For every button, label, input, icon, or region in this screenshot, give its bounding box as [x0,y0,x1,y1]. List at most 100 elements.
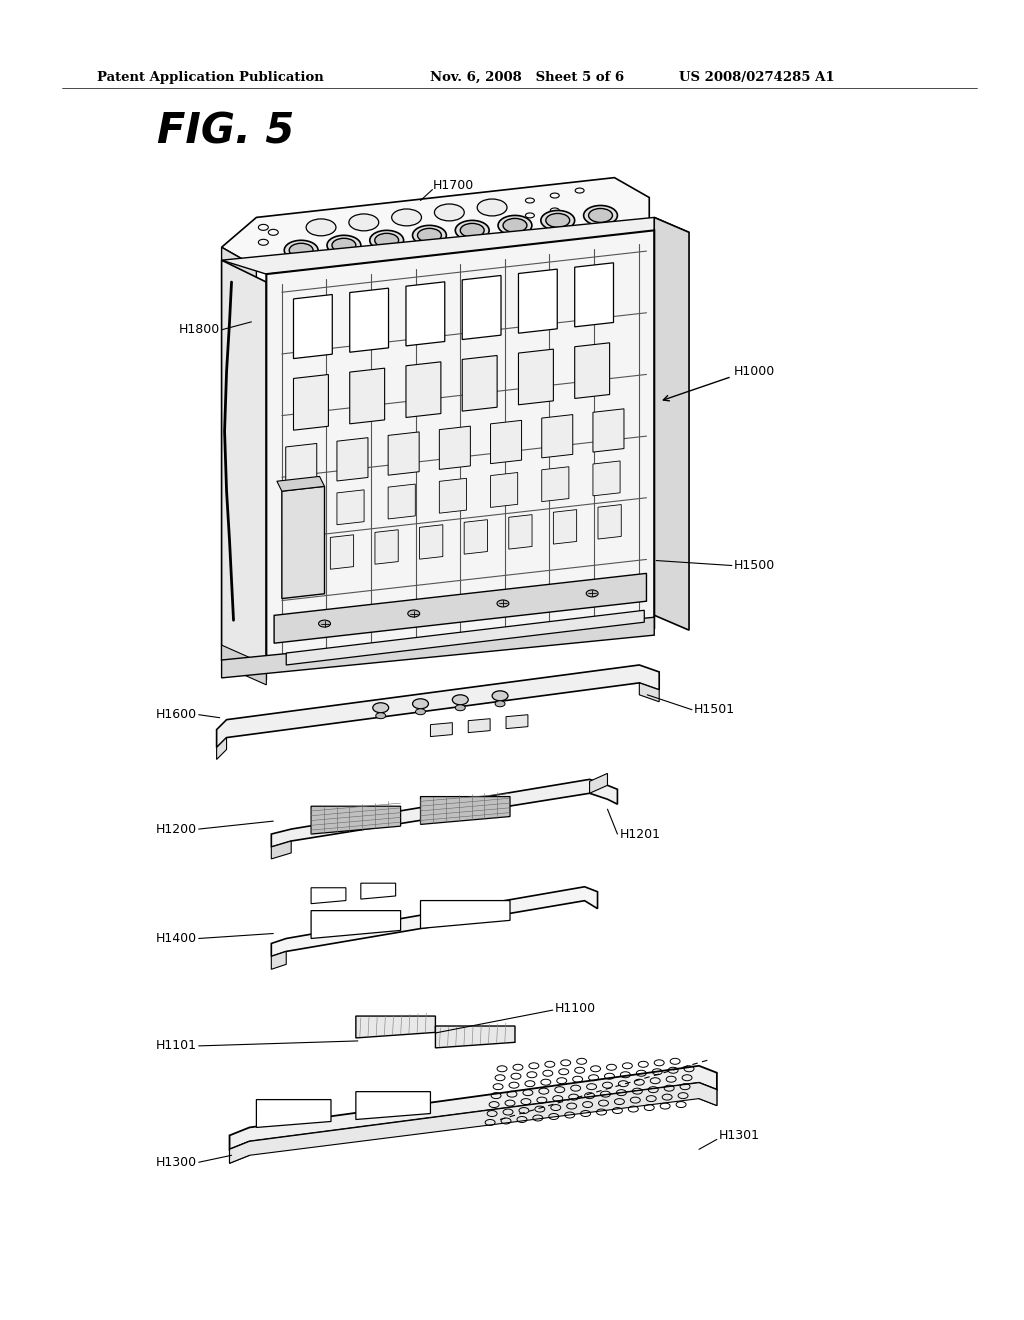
Ellipse shape [589,209,612,222]
Ellipse shape [503,218,527,232]
Polygon shape [420,525,442,560]
Ellipse shape [418,228,441,243]
Ellipse shape [289,243,313,257]
Polygon shape [439,426,470,470]
Ellipse shape [373,702,389,713]
Text: H1300: H1300 [156,1156,197,1168]
Ellipse shape [497,601,509,607]
Polygon shape [574,343,609,399]
Polygon shape [287,610,644,665]
Ellipse shape [370,231,403,251]
Text: FIG. 5: FIG. 5 [157,111,294,153]
Ellipse shape [306,219,336,236]
Ellipse shape [456,705,465,710]
Polygon shape [439,478,467,513]
Ellipse shape [327,235,360,255]
Polygon shape [518,348,553,405]
Polygon shape [229,1065,717,1150]
Polygon shape [590,774,607,793]
Polygon shape [421,796,510,825]
Polygon shape [217,738,226,759]
Polygon shape [266,231,654,672]
Polygon shape [542,414,572,458]
Polygon shape [221,618,654,678]
Polygon shape [221,218,689,275]
Polygon shape [421,900,510,928]
Polygon shape [221,645,266,685]
Polygon shape [593,409,624,451]
Polygon shape [593,461,621,496]
Ellipse shape [456,220,489,240]
Polygon shape [229,1082,717,1163]
Polygon shape [331,535,353,569]
Ellipse shape [413,698,428,709]
Polygon shape [435,1026,515,1048]
Ellipse shape [477,199,507,216]
Polygon shape [294,375,329,430]
Polygon shape [509,515,532,549]
Polygon shape [274,573,646,643]
Ellipse shape [586,590,598,597]
Polygon shape [350,288,388,352]
Polygon shape [388,432,419,475]
Ellipse shape [376,713,386,718]
Text: H1100: H1100 [555,1002,596,1015]
Text: H1200: H1200 [156,822,197,836]
Ellipse shape [416,709,426,714]
Polygon shape [337,490,365,525]
Ellipse shape [584,206,617,226]
Polygon shape [518,269,557,333]
Text: H1800: H1800 [178,323,219,337]
Ellipse shape [453,694,468,705]
Ellipse shape [434,205,464,220]
Polygon shape [574,263,613,327]
Polygon shape [221,178,649,267]
Polygon shape [350,368,385,424]
Polygon shape [276,477,325,491]
Polygon shape [271,779,617,847]
Polygon shape [375,529,398,564]
Ellipse shape [375,234,398,247]
Polygon shape [256,1100,331,1127]
Ellipse shape [332,239,356,252]
Ellipse shape [349,214,379,231]
Polygon shape [221,260,266,680]
Polygon shape [360,883,395,899]
Polygon shape [468,718,490,733]
Ellipse shape [413,226,446,246]
Text: H1000: H1000 [734,366,775,378]
Polygon shape [553,510,577,544]
Polygon shape [311,807,400,834]
Ellipse shape [285,240,318,260]
Polygon shape [506,714,528,729]
Polygon shape [294,294,332,359]
Polygon shape [654,218,689,630]
Polygon shape [639,682,659,702]
Ellipse shape [495,701,505,706]
Polygon shape [406,282,444,346]
Polygon shape [271,887,598,957]
Polygon shape [271,841,291,859]
Polygon shape [311,888,346,904]
Text: Nov. 6, 2008   Sheet 5 of 6: Nov. 6, 2008 Sheet 5 of 6 [430,71,625,84]
Polygon shape [221,247,256,280]
Polygon shape [229,1142,250,1163]
Polygon shape [282,486,325,598]
Ellipse shape [541,210,574,231]
Text: H1700: H1700 [432,180,474,193]
Text: H1201: H1201 [620,828,660,841]
Polygon shape [464,520,487,554]
Polygon shape [286,540,309,574]
Ellipse shape [391,209,422,226]
Ellipse shape [318,620,331,627]
Polygon shape [337,438,368,480]
Polygon shape [286,444,316,487]
Polygon shape [356,1016,435,1038]
Ellipse shape [408,610,420,616]
Text: H1600: H1600 [156,709,197,721]
Polygon shape [490,473,518,507]
Text: H1400: H1400 [156,932,197,945]
Ellipse shape [493,690,508,701]
Polygon shape [490,420,521,463]
Polygon shape [271,952,287,969]
